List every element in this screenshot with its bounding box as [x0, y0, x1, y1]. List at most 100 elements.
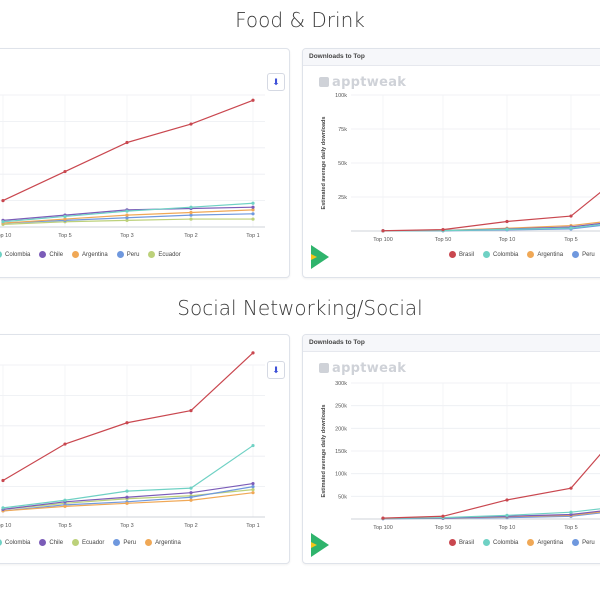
data-point-brasil — [505, 498, 509, 502]
x-tick-label: Top 5 — [58, 523, 71, 529]
legend-marker — [449, 539, 456, 546]
x-tick-label: Top 5 — [564, 525, 577, 531]
x-tick-label: Top 10 — [0, 523, 11, 529]
card-header-title: Downloads to Top — [303, 335, 600, 352]
data-point-colombia — [251, 443, 255, 448]
legend-marker — [0, 539, 2, 546]
section-title-social: Social Networking/Social — [177, 296, 423, 320]
legend-marker — [116, 251, 124, 258]
legend-item-brasil[interactable]: Brasil — [449, 539, 474, 546]
data-point-argentina — [125, 213, 129, 217]
chart-legend: Brasil Colombia Argentina Peru — [449, 539, 595, 546]
data-point-chile — [251, 481, 255, 486]
legend-marker — [72, 251, 80, 258]
legend-marker — [113, 539, 121, 546]
y-axis-title: Estimated average daily downloads — [321, 405, 327, 498]
data-point-argentina — [251, 208, 255, 212]
legend-label: Colombia — [493, 539, 519, 546]
legend-label: Argentina — [537, 539, 564, 546]
legend-marker — [0, 251, 2, 258]
x-tick-label: Top 2 — [184, 523, 197, 529]
data-point-colombia — [505, 513, 509, 517]
chart-legend: Colombia Chile Argentina Peru Ecuador — [0, 251, 181, 258]
legend-item-colombia[interactable]: Colombia — [483, 251, 518, 258]
y-tick-label: 75k — [338, 127, 347, 133]
legend-marker — [483, 251, 491, 258]
series-line-brasil — [2, 99, 254, 202]
data-point-brasil — [125, 421, 129, 425]
legend-item-argentina[interactable]: Argentina — [527, 539, 563, 546]
data-point-colombia — [569, 226, 573, 230]
x-tick-label: Top 5 — [564, 237, 577, 243]
data-point-colombia — [251, 201, 255, 205]
x-tick-label: Top 1 — [246, 523, 259, 529]
data-point-argentina — [189, 210, 193, 215]
legend-item-chile[interactable]: Chile — [39, 251, 63, 258]
legend-item-ecuador[interactable]: Ecuador — [148, 251, 181, 258]
legend-marker — [145, 539, 153, 546]
legend-item-peru[interactable]: Peru — [572, 539, 595, 546]
legend-item-chile[interactable]: Chile — [39, 539, 63, 546]
series-line-brasil — [382, 453, 600, 519]
line-chart-food-left: Top 10 Top 5 Top 3 Top 2 Top 1 — [0, 94, 265, 239]
legend-marker — [72, 539, 80, 546]
data-point-colombia — [505, 227, 509, 231]
data-point-argentina — [251, 491, 255, 495]
chart-card-social-right: Downloads to Top apptweak 50k 100k 150k 200… — [302, 334, 600, 564]
legend-item-brasil[interactable]: Brasil — [449, 251, 474, 258]
legend-label: Brasil — [459, 251, 475, 258]
data-point-brasil — [381, 516, 385, 520]
download-icon[interactable]: ⬇ — [267, 73, 285, 91]
legend-marker — [572, 539, 580, 546]
google-play-icon — [311, 245, 329, 269]
legend-item-colombia[interactable]: Colombia — [0, 539, 30, 546]
legend-label: Colombia — [5, 539, 31, 546]
chart-card-social-left: Top 10 Top 5 Top 3 Top 2 Top 1 ⬇ Colombia Chi… — [0, 334, 290, 564]
legend-marker — [527, 251, 535, 258]
download-icon[interactable]: ⬇ — [267, 361, 285, 379]
legend-label: Brasil — [459, 539, 475, 546]
data-point-argentina — [63, 217, 67, 221]
legend-item-peru[interactable]: Peru — [116, 251, 139, 258]
data-point-brasil — [189, 122, 193, 126]
x-tick-label: Top 1 — [246, 233, 259, 239]
data-point-chile — [125, 495, 129, 499]
x-tick-label: Top 10 — [499, 237, 516, 243]
legend-item-argentina[interactable]: Argentina — [145, 539, 181, 546]
y-tick-label: 100k — [335, 93, 347, 99]
legend-item-argentina[interactable]: Argentina — [72, 251, 108, 258]
line-chart-social-left: Top 10 Top 5 Top 3 Top 2 Top 1 — [0, 351, 265, 529]
legend-item-peru[interactable]: Peru — [572, 251, 595, 258]
data-point-peru — [189, 213, 193, 217]
x-tick-label: Top 50 — [435, 525, 452, 531]
data-point-colombia — [63, 498, 67, 502]
apptweak-icon — [319, 77, 329, 87]
data-point-argentina — [189, 498, 193, 502]
chart-legend: Colombia Chile Ecuador Peru Argentina — [0, 539, 181, 546]
data-point-peru — [251, 212, 255, 216]
data-point-ecuador — [189, 217, 193, 221]
data-point-brasil — [251, 98, 255, 102]
data-point-colombia — [125, 209, 129, 213]
legend-item-ecuador[interactable]: Ecuador — [72, 539, 104, 546]
legend-item-argentina[interactable]: Argentina — [527, 251, 563, 258]
line-chart-food-right: 25k 50k 75k 100k Estimated average daily dow… — [321, 93, 600, 243]
legend-label: Chile — [49, 539, 64, 546]
data-point-brasil — [381, 229, 385, 233]
section-title-food: Food & Drink — [235, 8, 365, 32]
legend-label: Peru — [582, 539, 595, 546]
data-point-brasil — [63, 442, 67, 446]
legend-item-colombia[interactable]: Colombia — [0, 251, 30, 258]
y-tick-label: 100k — [335, 472, 347, 478]
legend-item-colombia[interactable]: Colombia — [483, 539, 518, 546]
legend-item-peru[interactable]: Peru — [113, 539, 136, 546]
data-point-colombia — [189, 486, 193, 490]
data-point-argentina — [125, 501, 129, 505]
google-play-icon — [311, 533, 329, 557]
y-tick-label: 50k — [338, 161, 347, 167]
data-point-colombia — [189, 205, 193, 209]
y-tick-label: 50k — [338, 494, 347, 500]
data-point-brasil — [505, 219, 509, 224]
chart-legend: Brasil Colombia Argentina Peru — [449, 251, 595, 258]
data-point-argentina — [63, 504, 67, 508]
